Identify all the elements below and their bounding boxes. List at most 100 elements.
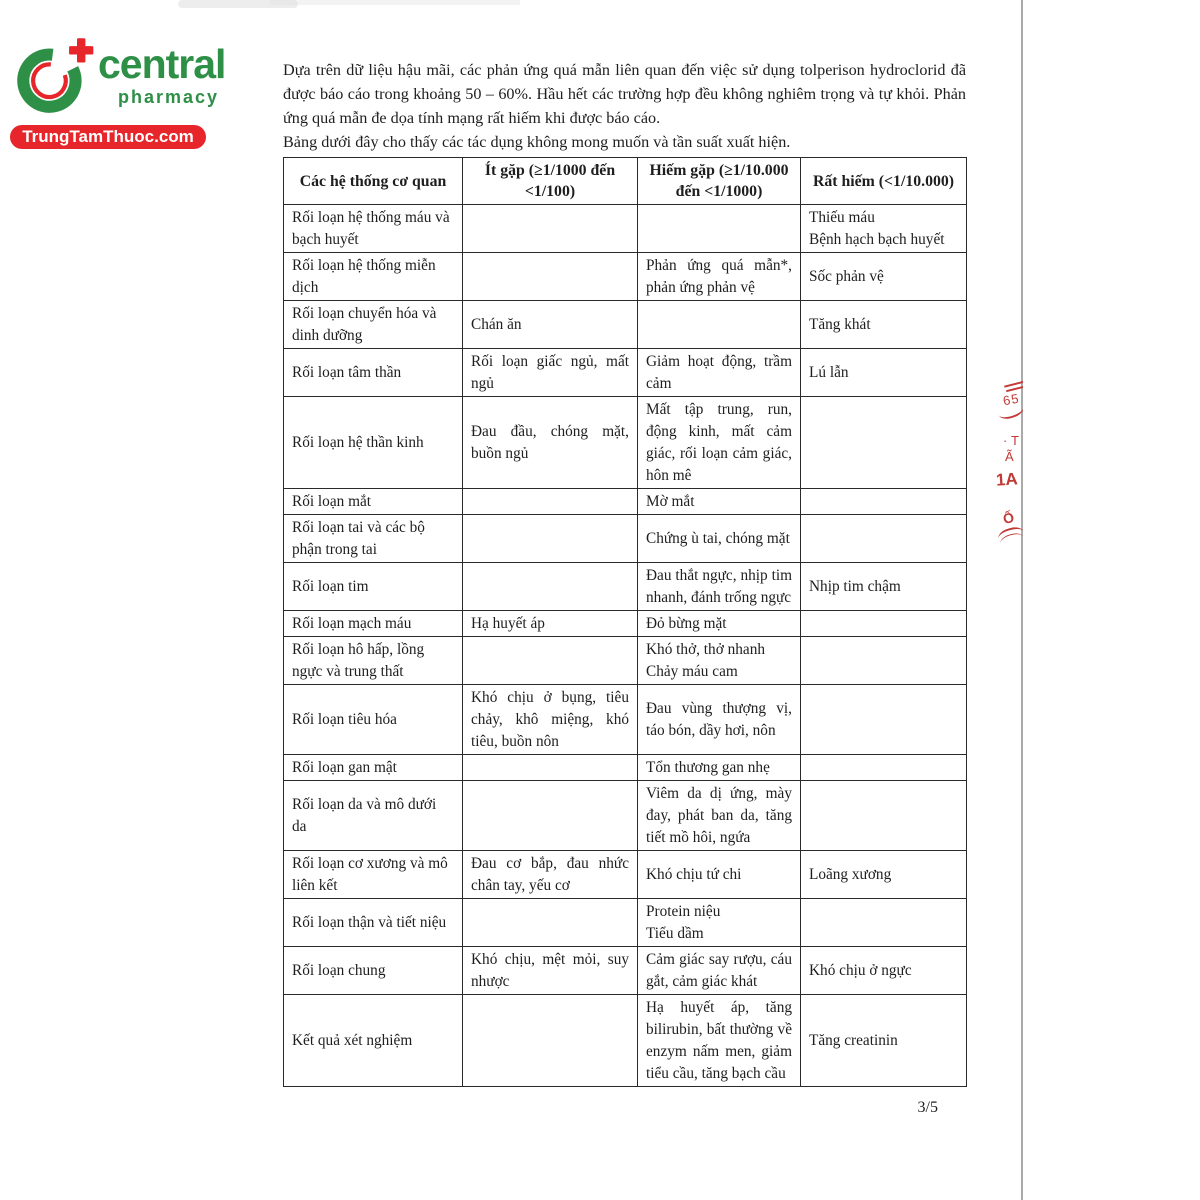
table-caption: Bảng dưới đây cho thấy các tác dụng khôn… bbox=[283, 133, 791, 151]
table-cell bbox=[462, 514, 638, 563]
table-cell: Rối loạn hệ thống máu và bạch huyết bbox=[283, 204, 463, 253]
table-row: Rối loạn gan mật Tổn thương gan nhẹ bbox=[283, 754, 967, 781]
table-cell: Đau thắt ngực, nhịp tim nhanh, đánh trốn… bbox=[637, 562, 801, 611]
table-cell: Protein niệu Tiểu dầm bbox=[637, 898, 801, 947]
table-cell bbox=[462, 780, 638, 851]
table-cell: Tổn thương gan nhẹ bbox=[637, 754, 801, 781]
table-cell: Chán ăn bbox=[462, 300, 638, 349]
pharmacy-logo: central pharmacy TrungTamThuoc.com bbox=[10, 34, 226, 149]
table-cell: Rối loạn hệ thống miễn dịch bbox=[283, 252, 463, 301]
table-row: Rối loạn chung Khó chịu, mệt mỏi, suy như… bbox=[283, 946, 967, 995]
central-pharmacy-c-plus-icon bbox=[17, 38, 94, 113]
table-cell: Khó thở, thở nhanh Chảy máu cam bbox=[637, 636, 801, 685]
table-cell: Rối loạn tiêu hóa bbox=[283, 684, 463, 755]
table-cell: Viêm da dị ứng, mày đay, phát ban da, tă… bbox=[637, 780, 801, 851]
document-content: Dựa trên dữ liệu hậu mãi, các phản ứng q… bbox=[283, 58, 967, 1117]
table-cell: Khó chịu tứ chi bbox=[637, 850, 801, 899]
table-cell: Tăng khát bbox=[800, 300, 967, 349]
scan-page-edge-line bbox=[1021, 0, 1023, 1200]
table-cell bbox=[462, 562, 638, 611]
table-cell: Khó chịu ở ngực bbox=[800, 946, 967, 995]
logo-tagline-text: pharmacy bbox=[118, 87, 220, 107]
table-cell bbox=[462, 204, 638, 253]
table-cell: Giảm hoạt động, trầm cảm bbox=[637, 348, 801, 397]
table-header: Các hệ thống cơ quan Ít gặp (≥1/1000 đến… bbox=[283, 157, 967, 205]
table-cell: Hạ huyết áp bbox=[462, 610, 638, 637]
table-row: Rối loạn hệ thống máu và bạch huyết Thiếu… bbox=[283, 204, 967, 253]
table-cell: Rối loạn tai và các bộ phận trong tai bbox=[283, 514, 463, 563]
table-cell bbox=[462, 252, 638, 301]
table-cell bbox=[800, 636, 967, 685]
table-cell: Kết quả xét nghiệm bbox=[283, 994, 463, 1087]
header-organ-systems: Các hệ thống cơ quan bbox=[283, 157, 463, 205]
table-row: Rối loạn tim Đau thắt ngực, nhịp tim nhan… bbox=[283, 562, 967, 611]
table-cell: Khó chịu, mệt mỏi, suy nhược bbox=[462, 946, 638, 995]
table-cell bbox=[637, 300, 801, 349]
table-cell: Mờ mắt bbox=[637, 488, 801, 515]
table-cell bbox=[800, 488, 967, 515]
table-cell bbox=[462, 488, 638, 515]
table-cell: Tăng creatinin bbox=[800, 994, 967, 1087]
table-cell: Loãng xương bbox=[800, 850, 967, 899]
table-cell: Rối loạn da và mô dưới da bbox=[283, 780, 463, 851]
table-row: Rối loạn hệ thần kinh Đau đầu, chóng mặt,… bbox=[283, 396, 967, 489]
table-cell bbox=[462, 754, 638, 781]
table-cell bbox=[800, 514, 967, 563]
table-cell: Rối loạn tâm thần bbox=[283, 348, 463, 397]
table-row: Rối loạn hệ thống miễn dịch Phản ứng quá … bbox=[283, 252, 967, 301]
table-cell: Mất tập trung, run, động kinh, mất cảm g… bbox=[637, 396, 801, 489]
table-row: Rối loạn chuyển hóa và dinh dưỡng Chán ăn… bbox=[283, 300, 967, 349]
table-cell: Đau vùng thượng vị, táo bón, dầy hơi, nô… bbox=[637, 684, 801, 755]
table-row: Rối loạn thận và tiết niệu Protein niệu T… bbox=[283, 898, 967, 947]
scan-smudge bbox=[178, 0, 298, 8]
table-row: Rối loạn mạch máu Hạ huyết áp Đỏ bừng mặt bbox=[283, 610, 967, 637]
stamp-text: T bbox=[1003, 433, 1019, 448]
table-cell: Rối loạn cơ xương và mô liên kết bbox=[283, 850, 463, 899]
adverse-effects-table: Các hệ thống cơ quan Ít gặp (≥1/1000 đến… bbox=[283, 157, 967, 1087]
header-uncommon: Ít gặp (≥1/1000 đến <1/100) bbox=[462, 157, 638, 205]
table-cell bbox=[800, 898, 967, 947]
stamp-text: 1A bbox=[995, 469, 1019, 490]
table-cell: Phản ứng quá mẫn*, phản ứng phản vệ bbox=[637, 252, 801, 301]
table-cell: Đau cơ bắp, đau nhức chân tay, yếu cơ bbox=[462, 850, 638, 899]
table-cell bbox=[462, 636, 638, 685]
table-cell bbox=[800, 396, 967, 489]
logo-website-badge: TrungTamThuoc.com bbox=[10, 125, 206, 149]
table-cell: Rối loạn chung bbox=[283, 946, 463, 995]
intro-text: Dựa trên dữ liệu hậu mãi, các phản ứng q… bbox=[283, 58, 966, 154]
table-cell: Rối loạn gan mật bbox=[283, 754, 463, 781]
effects-table-body: Rối loạn hệ thống máu và bạch huyết Thiếu… bbox=[283, 204, 967, 1087]
table-cell: Nhịp tim chậm bbox=[800, 562, 967, 611]
table-cell bbox=[637, 204, 801, 253]
table-cell: Rối loạn mắt bbox=[283, 488, 463, 515]
intro-paragraph: Dựa trên dữ liệu hậu mãi, các phản ứng q… bbox=[283, 61, 966, 127]
table-cell: Lú lẫn bbox=[800, 348, 967, 397]
header-very-rare: Rất hiếm (<1/10.000) bbox=[800, 157, 967, 205]
table-cell bbox=[800, 754, 967, 781]
table-cell: Chứng ù tai, chóng mặt bbox=[637, 514, 801, 563]
table-cell: Rối loạn giấc ngủ, mất ngủ bbox=[462, 348, 638, 397]
table-cell: Sốc phản vệ bbox=[800, 252, 967, 301]
table-cell bbox=[462, 898, 638, 947]
table-cell: Đau đầu, chóng mặt, buồn ngủ bbox=[462, 396, 638, 489]
table-cell: Khó chịu ở bụng, tiêu chảy, khô miệng, k… bbox=[462, 684, 638, 755]
table-row: Rối loạn hô hấp, lồng ngực và trung thất… bbox=[283, 636, 967, 685]
table-row: Rối loạn tâm thần Rối loạn giấc ngủ, mất … bbox=[283, 348, 967, 397]
table-cell: Rối loạn hô hấp, lồng ngực và trung thất bbox=[283, 636, 463, 685]
stamp-text: Ã bbox=[1005, 449, 1014, 464]
red-stamp-fragment: 65 T Ã 1A Ố bbox=[992, 378, 1023, 546]
table-cell: Cảm giác say rượu, cáu gắt, cảm giác khá… bbox=[637, 946, 801, 995]
table-cell: Rối loạn mạch máu bbox=[283, 610, 463, 637]
table-row: Rối loạn tiêu hóa Khó chịu ở bụng, tiêu c… bbox=[283, 684, 967, 755]
stamp-text: Ố bbox=[1001, 508, 1016, 528]
table-cell bbox=[462, 994, 638, 1087]
table-cell: Rối loạn hệ thần kinh bbox=[283, 396, 463, 489]
table-row: Rối loạn mắt Mờ mắt bbox=[283, 488, 967, 515]
table-cell: Rối loạn chuyển hóa và dinh dưỡng bbox=[283, 300, 463, 349]
table-cell: Hạ huyết áp, tăng bilirubin, bất thường … bbox=[637, 994, 801, 1087]
table-cell: Thiếu máu Bệnh hạch bạch huyết bbox=[800, 204, 967, 253]
logo-brand-text: central bbox=[98, 41, 226, 87]
table-cell bbox=[800, 610, 967, 637]
table-header-row: Các hệ thống cơ quan Ít gặp (≥1/1000 đến… bbox=[283, 157, 967, 205]
